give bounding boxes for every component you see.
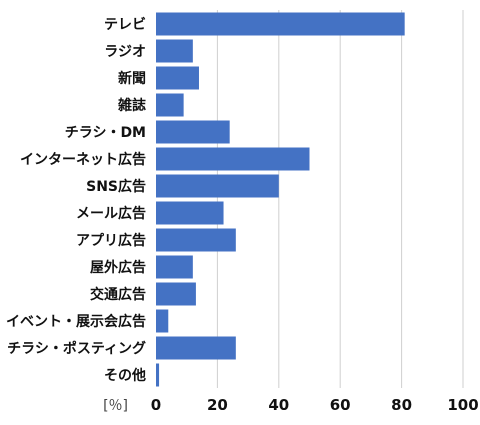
bar	[156, 309, 169, 333]
bar	[156, 201, 224, 225]
bar	[156, 363, 160, 387]
bar	[156, 336, 236, 360]
category-label: 屋外広告	[90, 259, 146, 276]
bar	[156, 39, 193, 63]
bar	[156, 66, 199, 90]
category-label: その他	[104, 367, 146, 384]
x-tick-label: 40	[268, 396, 289, 414]
bar	[156, 147, 310, 171]
bar	[156, 255, 193, 279]
bar	[156, 282, 196, 306]
x-tick-label: 80	[391, 396, 412, 414]
category-label: イベント・展示会広告	[6, 313, 146, 330]
x-axis-unit-label: [％]	[103, 398, 128, 414]
bar	[156, 228, 236, 252]
bars	[156, 12, 405, 387]
x-tick-label: 20	[207, 396, 228, 414]
category-label: 雑誌	[117, 97, 146, 114]
category-label: インターネット広告	[20, 151, 146, 168]
bar	[156, 12, 405, 36]
bar	[156, 120, 230, 144]
category-label: チラシ・ポスティング	[7, 340, 146, 357]
category-label: SNS広告	[86, 178, 146, 195]
category-label: メール広告	[76, 205, 146, 222]
bar	[156, 174, 279, 198]
x-tick-label: 100	[447, 396, 478, 414]
category-label: テレビ	[104, 17, 146, 33]
x-tick-label: 0	[151, 396, 161, 414]
bar	[156, 93, 184, 117]
category-label: 新聞	[118, 70, 146, 87]
x-tick-labels: 0 20 40 60 80 100	[151, 396, 479, 414]
category-label: アプリ広告	[76, 232, 146, 249]
x-tick-label: 60	[330, 396, 351, 414]
category-label: 交通広告	[90, 286, 146, 303]
grid-lines	[216, 10, 464, 388]
category-label: ラジオ	[104, 44, 146, 60]
category-label: チラシ・DM	[65, 125, 146, 141]
